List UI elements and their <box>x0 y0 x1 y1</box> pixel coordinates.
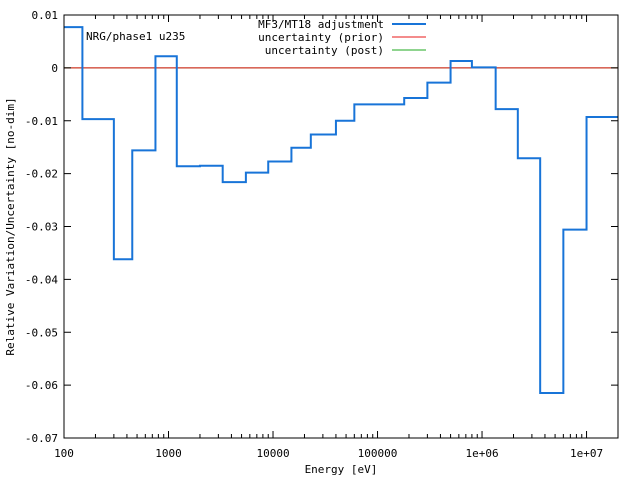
y-tick-label: -0.04 <box>25 273 58 286</box>
legend-label: MF3/MT18 adjustment <box>258 18 384 31</box>
x-tick-label: 10000 <box>256 447 289 460</box>
x-tick-label: 1000 <box>155 447 182 460</box>
y-tick-label: 0.01 <box>32 9 59 22</box>
ticks-layer: 0.01 0 -0.01 -0.02 -0.03 -0.04 -0.05 -0.06 -0.07… <box>25 9 618 460</box>
y-axis-label: Relative Variation/Uncertainty [no-dim] <box>4 97 17 355</box>
chart-annotation: NRG/phase1 u235 <box>86 30 185 43</box>
x-axis-label: Energy [eV] <box>305 463 378 476</box>
y-tick-label: -0.06 <box>25 379 58 392</box>
y-tick-label: -0.02 <box>25 168 58 181</box>
y-tick-label: -0.05 <box>25 326 58 339</box>
y-tick-label: 0 <box>51 62 58 75</box>
legend-label: uncertainty (prior) <box>258 31 384 44</box>
y-tick-label: -0.01 <box>25 115 58 128</box>
y-tick-label: -0.03 <box>25 221 58 234</box>
legend-label: uncertainty (post) <box>265 44 384 57</box>
y-tick-label: -0.07 <box>25 432 58 445</box>
x-tick-label: 1e+07 <box>570 447 603 460</box>
x-tick-label: 1e+06 <box>465 447 498 460</box>
series-mf3-mt18-adjustment <box>64 26 618 395</box>
series-layer <box>64 26 618 395</box>
x-tick-label: 100000 <box>358 447 398 460</box>
x-tick-label: 100 <box>54 447 74 460</box>
plot-frame <box>63 14 619 439</box>
